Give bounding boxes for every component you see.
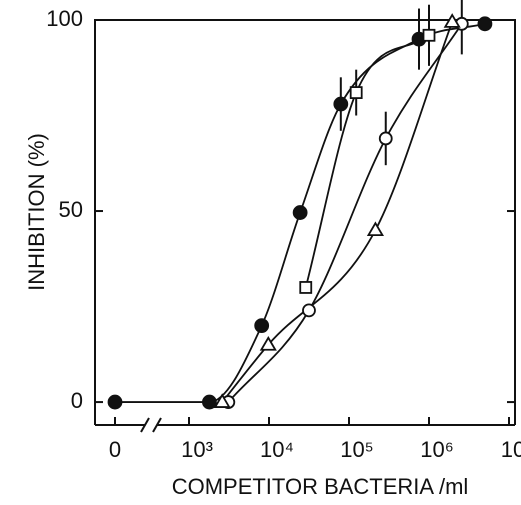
x-tick-label: 10⁶ <box>420 437 454 462</box>
x-tick-label: 10⁵ <box>340 437 374 462</box>
fit-curve <box>227 23 463 403</box>
point <box>477 16 493 32</box>
x-tick-label: 0 <box>109 437 121 462</box>
x-tick-label: 10⁴ <box>260 437 294 462</box>
point <box>107 394 123 410</box>
point <box>443 13 461 28</box>
point <box>292 205 308 220</box>
point <box>299 281 313 294</box>
point <box>202 394 217 410</box>
point <box>254 318 270 334</box>
fit-curve <box>221 21 454 403</box>
y-axis-title: INHIBITION (%) <box>24 133 49 291</box>
x-axis-title: COMPETITOR BACTERIA /ml <box>172 474 469 499</box>
point <box>378 131 393 146</box>
axis-break <box>152 417 162 433</box>
point <box>333 96 349 112</box>
point <box>422 28 436 42</box>
point <box>213 393 231 408</box>
axes-frame <box>94 19 516 425</box>
point <box>366 221 385 237</box>
y-tick-label: 100 <box>46 6 83 31</box>
point <box>349 86 363 99</box>
axis-break <box>140 417 150 433</box>
fit-curve <box>304 34 430 288</box>
y-tick-label: 0 <box>71 388 83 413</box>
y-tick-label: 50 <box>59 197 83 222</box>
x-tick-label: 10³ <box>181 437 213 462</box>
x-tick-label: 10⁷ <box>501 437 521 462</box>
point <box>259 335 277 351</box>
point <box>302 303 316 318</box>
